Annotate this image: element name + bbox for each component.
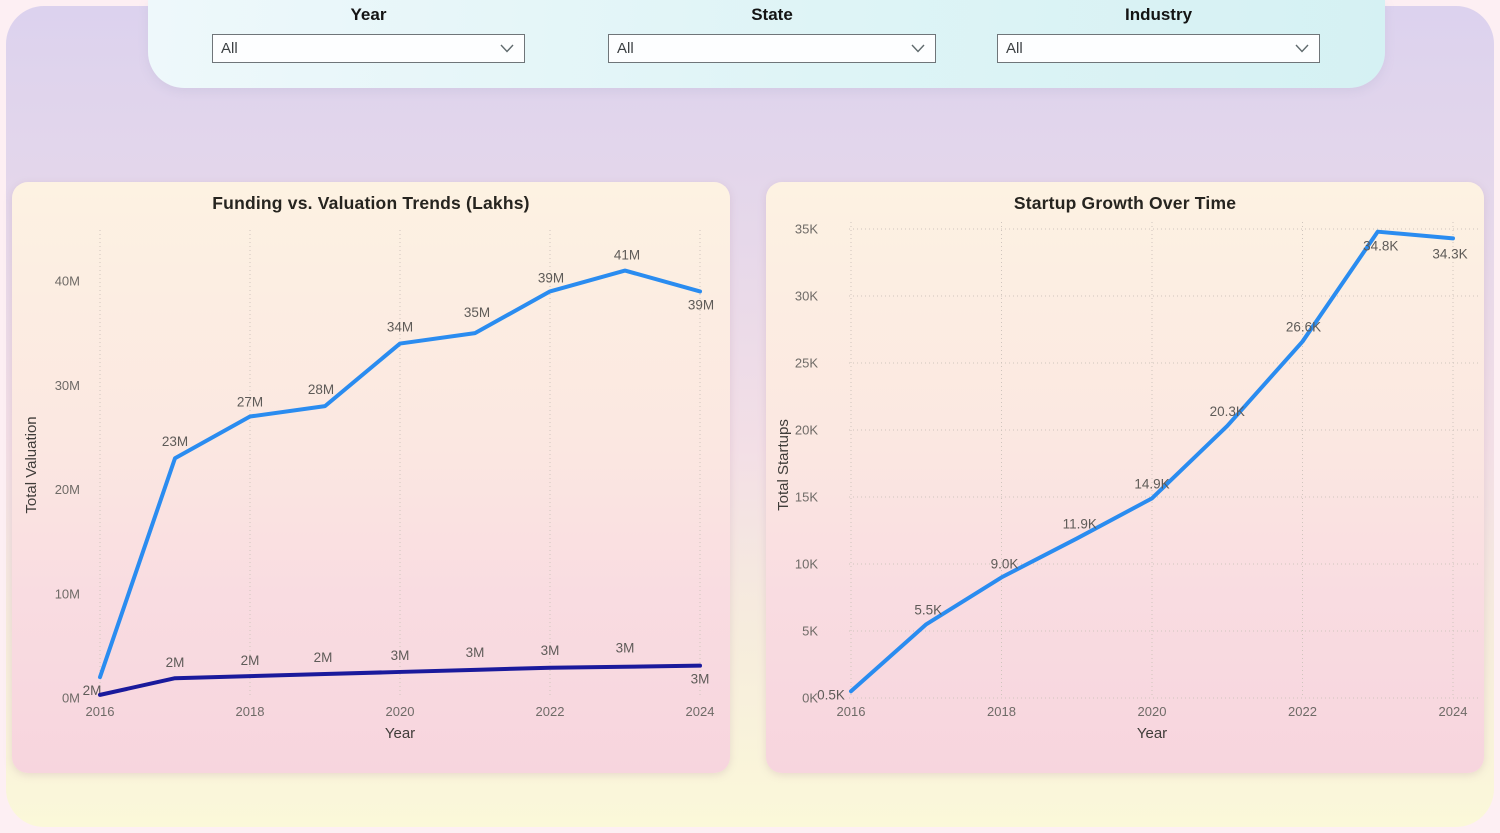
year-dropdown-value: All (221, 40, 238, 57)
data-label: 11.9K (1063, 517, 1097, 532)
data-label: 3M (691, 672, 710, 687)
x-axis-tick-label: 2022 (536, 704, 565, 719)
total-funding-line[interactable] (98, 663, 702, 697)
chevron-down-icon (911, 44, 925, 53)
industry-dropdown[interactable]: All (997, 34, 1320, 63)
industry-filter-label: Industry (1124, 5, 1193, 24)
y-axis-tick-label: 5K (802, 624, 818, 639)
y-axis-tick-label: 30M (55, 378, 80, 393)
data-label: 9.0K (991, 556, 1019, 571)
data-label: 39M (688, 297, 714, 312)
filter-bar: Year All State All Industry All (148, 0, 1385, 88)
data-label: 26.6K (1286, 320, 1321, 335)
data-label: 0.5K (817, 687, 845, 702)
data-label: 2M (314, 650, 333, 665)
data-label: 3M (616, 641, 635, 656)
x-axis-title: Year (385, 725, 415, 742)
data-label: 20.3K (1210, 404, 1245, 419)
x-axis-tick-label: 2018 (987, 704, 1016, 719)
x-axis-tick-label: 2024 (686, 704, 715, 719)
data-label: 34M (387, 320, 413, 335)
data-label: 34.3K (1432, 246, 1467, 261)
x-axis-tick-label: 2020 (386, 704, 415, 719)
data-label: 14.9K (1134, 476, 1169, 491)
year-filter-label: Year (350, 5, 387, 24)
y-axis-title: Total Valuation (23, 416, 40, 513)
x-axis-tick-label: 2016 (86, 704, 115, 719)
y-axis-tick-label: 30K (795, 289, 818, 304)
data-label: 3M (391, 648, 410, 663)
funding-valuation-chart-card: Funding vs. Valuation Trends (Lakhs) 0M 1… (12, 182, 730, 773)
state-filter-label: State (751, 5, 793, 24)
y-axis-tick-label: 20M (55, 482, 80, 497)
data-label: 3M (466, 645, 485, 660)
funding-valuation-line-chart[interactable]: 0M 10M 20M 30M 40M 2016 2018 2020 2022 2024 Year To… (12, 182, 730, 773)
y-axis-tick-label: 25K (795, 356, 818, 371)
data-label: 28M (308, 382, 334, 397)
x-axis-title: Year (1137, 725, 1167, 742)
chart-title: Startup Growth Over Time (1013, 193, 1237, 213)
total-valuation-line[interactable] (98, 268, 702, 680)
x-axis-tick-label: 2020 (1138, 704, 1167, 719)
chevron-down-icon (500, 44, 514, 53)
chevron-down-icon (1295, 44, 1309, 53)
data-label: 5.5K (914, 602, 942, 617)
year-dropdown[interactable]: All (212, 34, 525, 63)
x-axis-tick-label: 2024 (1439, 704, 1468, 719)
chart-title: Funding vs. Valuation Trends (Lakhs) (212, 193, 530, 213)
y-axis-tick-label: 0K (802, 691, 818, 706)
x-axis-tick-label: 2016 (837, 704, 866, 719)
filter-group-state: State All (608, 4, 936, 63)
total-startups-line[interactable] (849, 229, 1455, 694)
startup-growth-line-chart[interactable]: 0K 5K 10K 15K 20K 25K 30K 35K 2016 2018 2020 2022 20… (766, 182, 1484, 773)
state-dropdown[interactable]: All (608, 34, 936, 63)
data-label: 2M (83, 683, 102, 698)
startup-growth-chart-card: Startup Growth Over Time 0K 5K 10K 15K 20K 25… (766, 182, 1484, 773)
filter-group-industry: Industry All (997, 4, 1320, 63)
x-axis-tick-label: 2018 (236, 704, 265, 719)
data-label: 39M (538, 270, 564, 285)
data-label: 2M (166, 655, 185, 670)
data-label: 3M (541, 643, 560, 658)
state-dropdown-value: All (617, 40, 634, 57)
filter-group-year: Year All (212, 4, 525, 63)
data-label: 27M (237, 395, 263, 410)
y-axis-tick-label: 20K (795, 423, 818, 438)
data-label: 35M (464, 305, 490, 320)
y-axis-tick-label: 15K (795, 490, 818, 505)
y-axis-tick-label: 0M (62, 691, 80, 706)
data-label: 2M (241, 653, 260, 668)
y-axis-tick-label: 40M (55, 274, 80, 289)
y-axis-tick-label: 35K (795, 222, 818, 237)
data-label: 34.8K (1363, 239, 1398, 254)
industry-dropdown-value: All (1006, 40, 1023, 57)
data-label: 23M (162, 434, 188, 449)
data-label: 41M (614, 248, 640, 263)
y-axis-title: Total Startups (775, 419, 792, 511)
x-axis-tick-label: 2022 (1288, 704, 1317, 719)
y-axis-tick-label: 10M (55, 586, 80, 601)
y-axis-tick-label: 10K (795, 557, 818, 572)
